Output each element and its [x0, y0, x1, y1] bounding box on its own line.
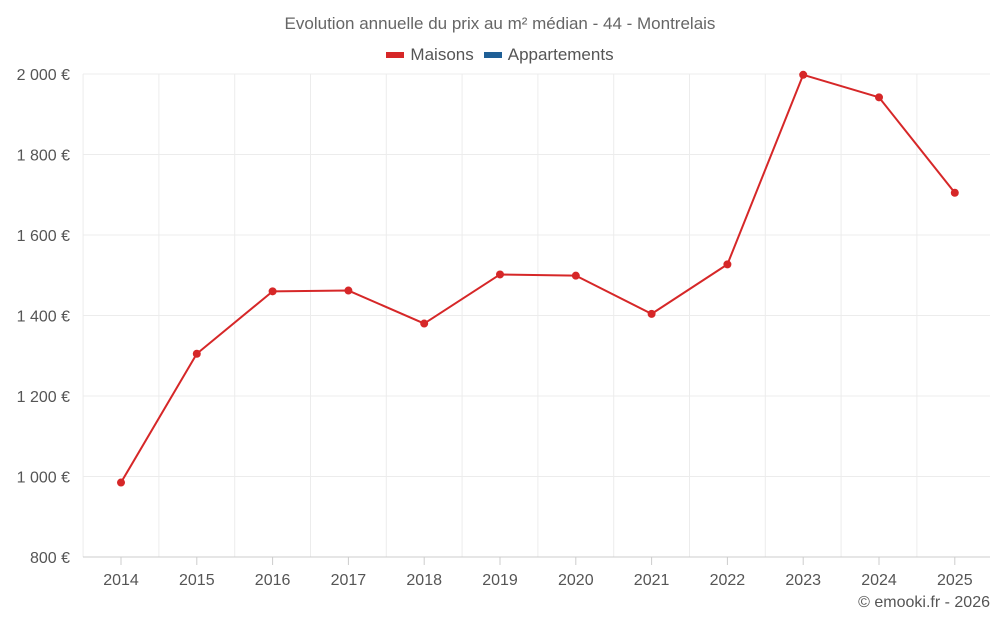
- x-tick-label: 2025: [937, 572, 973, 589]
- y-tick-label: 2 000 €: [17, 67, 70, 84]
- x-tick-label: 2021: [634, 572, 670, 589]
- legend-label-appartements: Appartements: [507, 45, 614, 64]
- x-tick-label: 2014: [103, 572, 139, 589]
- data-point[interactable]: [268, 287, 277, 296]
- x-tick-label: 2017: [331, 572, 367, 589]
- y-tick-label: 1 600 €: [17, 228, 70, 245]
- data-point[interactable]: [950, 188, 959, 197]
- legend-item-maisons[interactable]: Maisons: [386, 45, 474, 65]
- x-tick-label: 2015: [179, 572, 215, 589]
- legend: Maisons Appartements: [0, 45, 1000, 65]
- data-point[interactable]: [647, 309, 656, 318]
- y-tick-label: 1 000 €: [17, 470, 70, 487]
- x-tick-label: 2019: [482, 572, 518, 589]
- x-tick-label: 2018: [406, 572, 442, 589]
- x-tick-label: 2024: [861, 572, 897, 589]
- data-point[interactable]: [192, 349, 201, 358]
- x-tick-label: 2016: [255, 572, 291, 589]
- data-point[interactable]: [875, 93, 883, 102]
- data-point[interactable]: [117, 478, 125, 487]
- chart-title: Evolution annuelle du prix au m² médian …: [284, 14, 716, 33]
- data-point[interactable]: [496, 270, 504, 279]
- data-point[interactable]: [723, 260, 732, 269]
- legend-label-maisons: Maisons: [410, 45, 474, 64]
- data-point[interactable]: [799, 70, 808, 79]
- data-point[interactable]: [571, 271, 580, 280]
- y-tick-label: 1 200 €: [17, 389, 70, 406]
- y-tick-label: 1 800 €: [17, 148, 70, 165]
- x-tick-label: 2022: [710, 572, 746, 589]
- credit-text: © emooki.fr - 2026: [858, 594, 990, 611]
- series-line-maisons: [120, 73, 956, 484]
- legend-item-appartements[interactable]: Appartements: [483, 45, 614, 65]
- y-tick-label: 800 €: [30, 550, 70, 567]
- legend-swatch-appartements: [483, 52, 502, 58]
- legend-swatch-maisons: [386, 52, 405, 58]
- data-point[interactable]: [344, 286, 353, 295]
- data-point[interactable]: [420, 319, 429, 328]
- x-tick-label: 2023: [785, 572, 821, 589]
- y-tick-label: 1 400 €: [17, 309, 70, 326]
- x-tick-label: 2020: [558, 572, 594, 589]
